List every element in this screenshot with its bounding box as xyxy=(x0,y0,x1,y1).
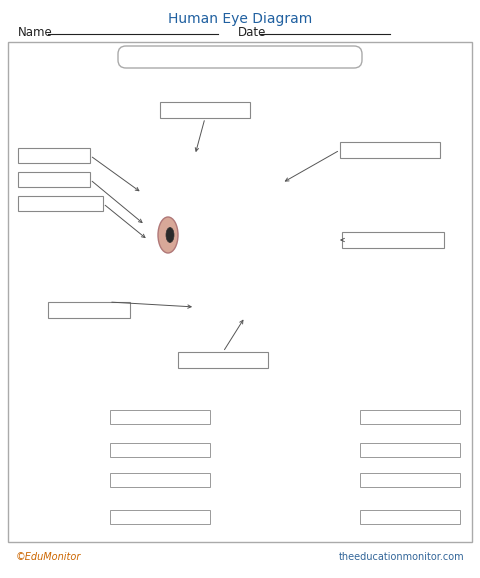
Text: Is black and absorbs rays that are reflected
inside the eye.: Is black and absorbs rays that are refle… xyxy=(16,390,204,409)
FancyBboxPatch shape xyxy=(118,46,362,68)
Text: Eye anatomy: Eye anatomy xyxy=(201,50,279,64)
Bar xyxy=(340,142,440,158)
Bar xyxy=(360,443,460,457)
Ellipse shape xyxy=(158,217,178,253)
Text: Hole that allows light to enter.: Hole that allows light to enter. xyxy=(16,453,146,462)
Ellipse shape xyxy=(146,209,174,261)
Bar xyxy=(360,410,460,424)
Bar xyxy=(360,510,460,524)
Ellipse shape xyxy=(166,228,174,243)
Bar xyxy=(18,196,103,211)
Text: Transmits impulses from the retina to the
brain.: Transmits impulses from the retina to th… xyxy=(248,390,427,409)
Text: Colored part of the eye that controls size
of the pupil.: Colored part of the eye that controls si… xyxy=(248,420,425,439)
Text: ©EduMonitor: ©EduMonitor xyxy=(16,552,82,562)
Bar xyxy=(160,102,250,118)
Text: Thin transparent membrane that protects
the cornea.: Thin transparent membrane that protects … xyxy=(248,453,428,472)
Bar xyxy=(178,352,268,368)
Bar xyxy=(360,473,460,487)
Bar xyxy=(8,42,472,542)
Bar xyxy=(342,232,444,248)
Text: The white part of the eye, it is tough and
protects the eyeball.: The white part of the eye, it is tough a… xyxy=(248,487,425,506)
Text: Fill in the boxes with the correct names of the eye diagram below.: Fill in the boxes with the correct names… xyxy=(16,75,360,85)
Bar xyxy=(18,172,90,187)
Bar xyxy=(48,302,130,318)
Text: Date: Date xyxy=(238,26,266,39)
Text: Vision is sharpest when light rays are refracted.: Vision is sharpest when light rays are r… xyxy=(16,420,222,429)
Bar xyxy=(110,410,210,424)
Text: Refracts and bends light rays the most.: Refracts and bends light rays the most. xyxy=(16,487,187,496)
Bar xyxy=(18,148,90,163)
Bar xyxy=(110,443,210,457)
Text: theeducationmonitor.com: theeducationmonitor.com xyxy=(338,552,464,562)
Bar xyxy=(110,473,210,487)
FancyBboxPatch shape xyxy=(312,214,346,256)
Text: Name: Name xyxy=(18,26,53,39)
Ellipse shape xyxy=(143,155,317,315)
Text: Human Eye Diagram: Human Eye Diagram xyxy=(168,12,312,26)
Ellipse shape xyxy=(164,166,312,304)
Bar xyxy=(110,510,210,524)
